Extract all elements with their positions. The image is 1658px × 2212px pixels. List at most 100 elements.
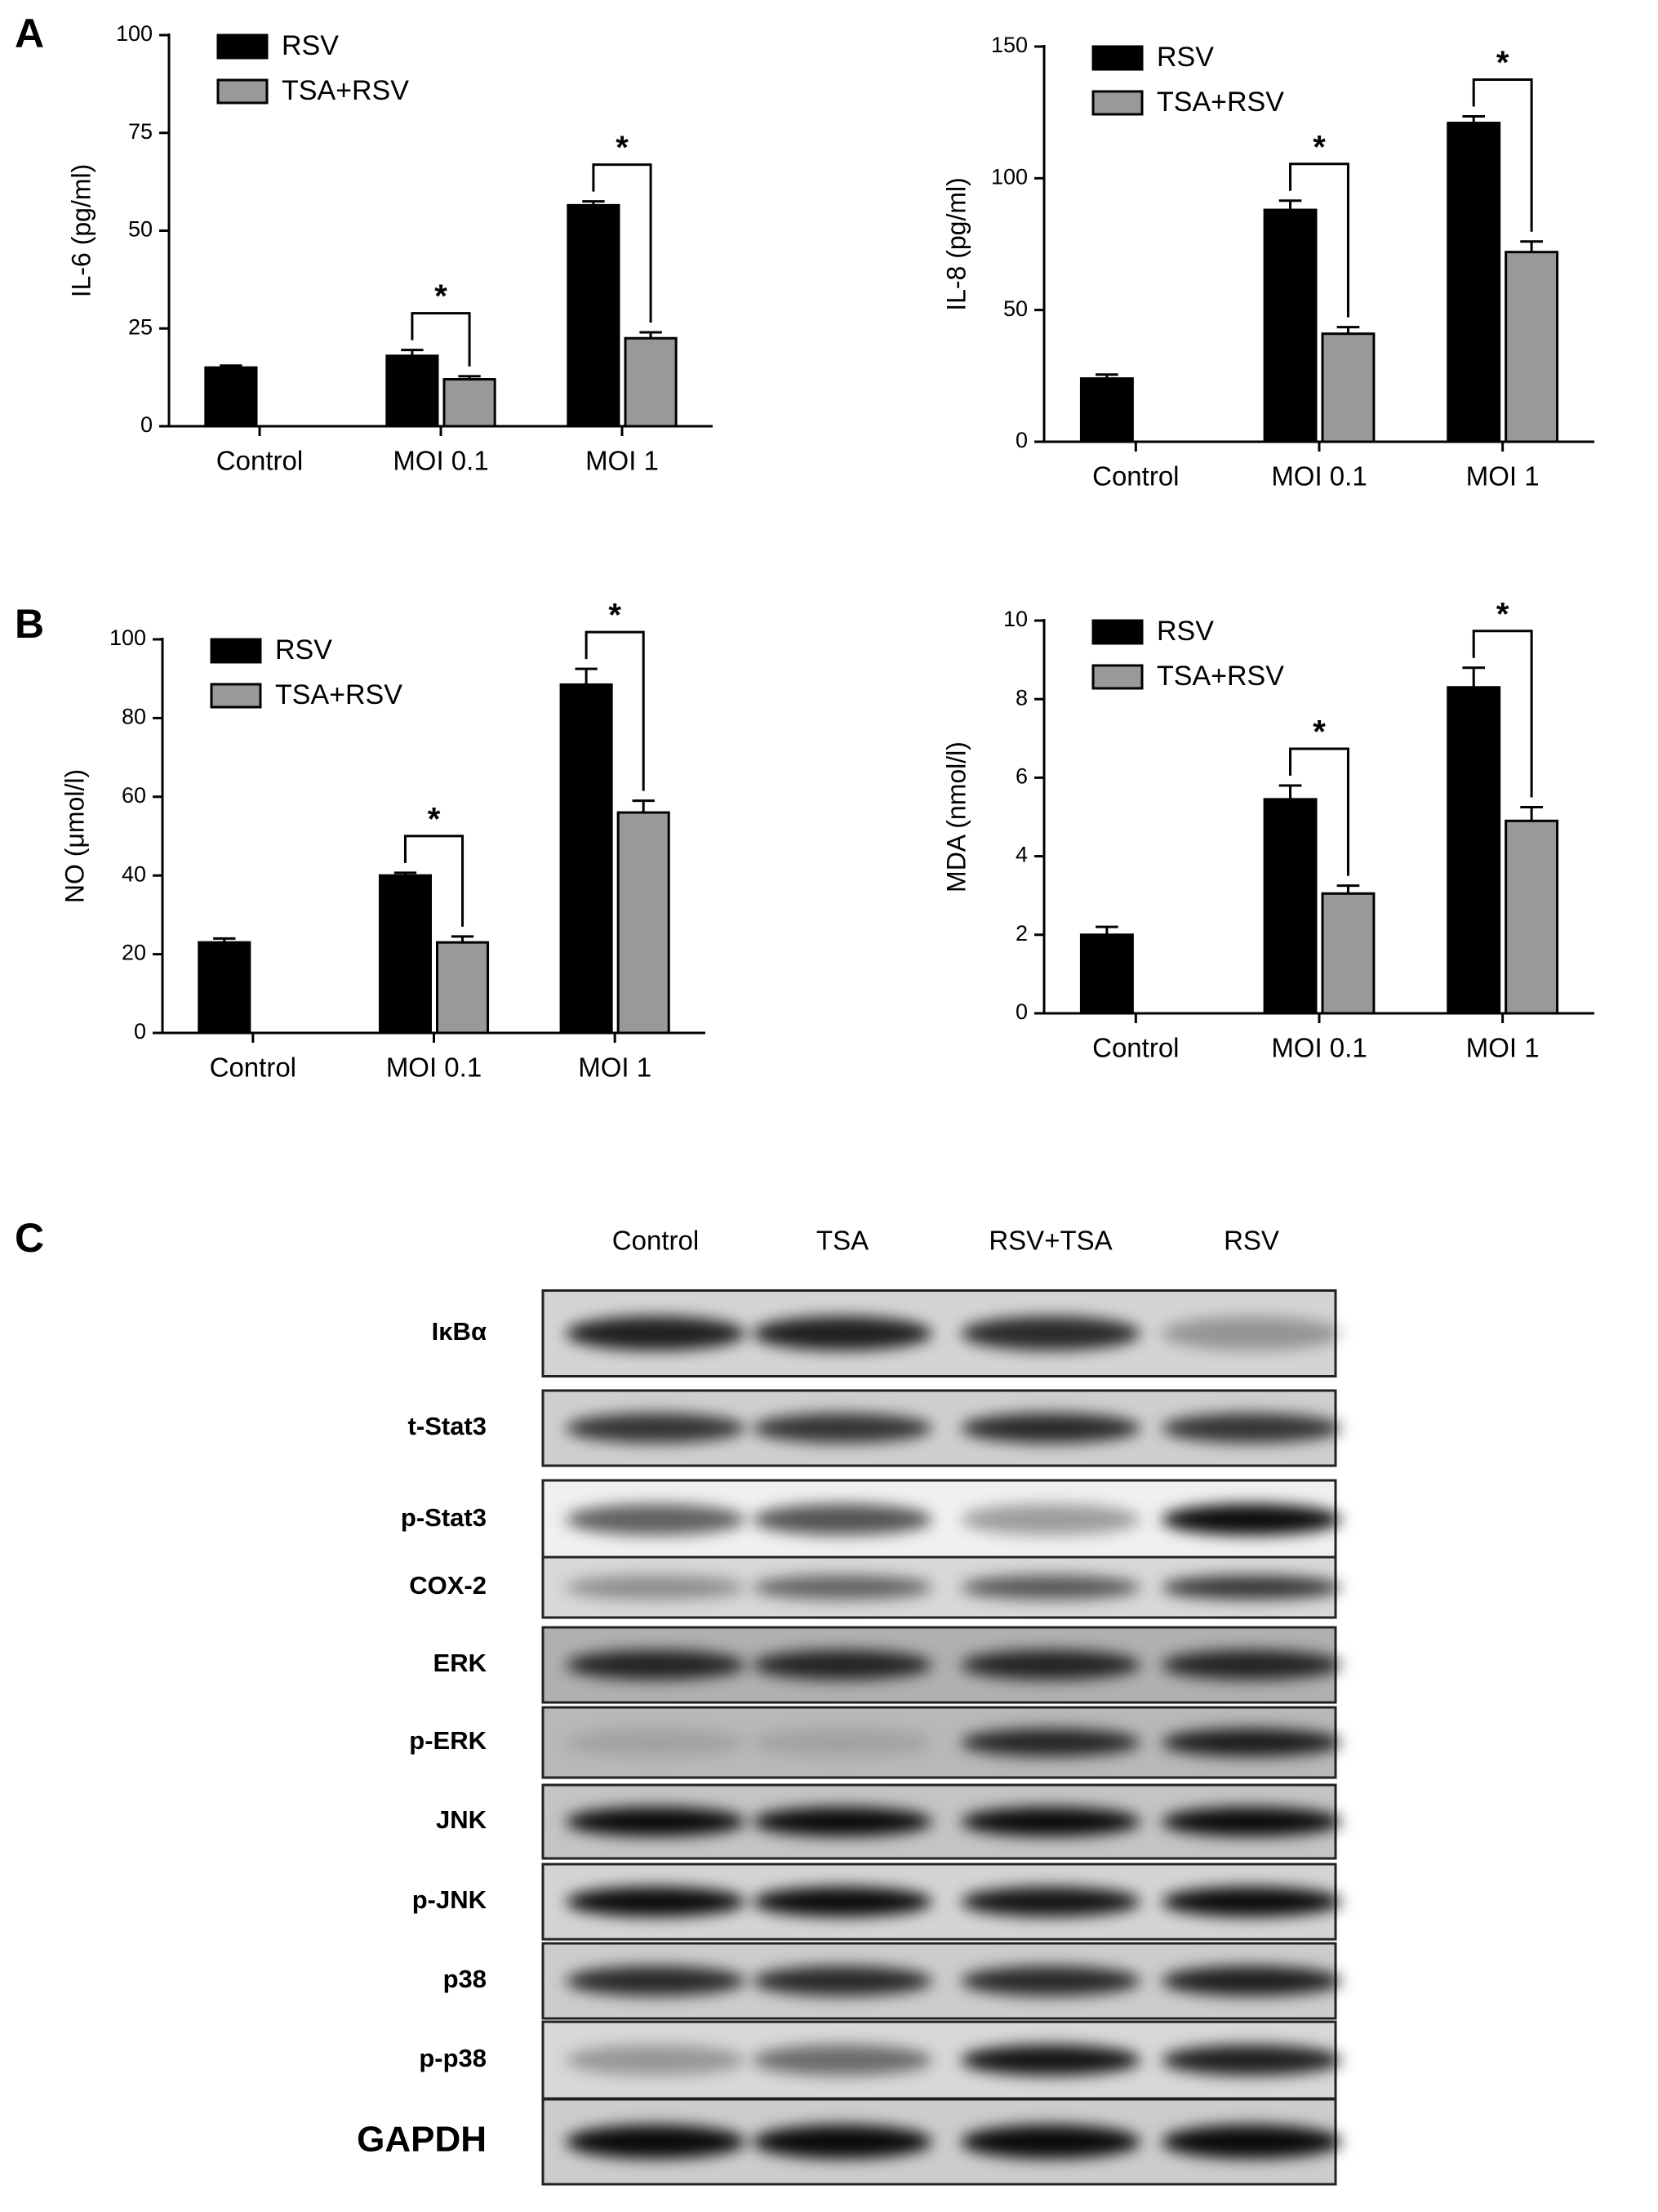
- band: [961, 1728, 1140, 1757]
- blot-bands: [566, 1316, 1341, 1351]
- band: [1162, 1316, 1341, 1351]
- legend-swatch: [1091, 90, 1144, 116]
- blot-bands: [566, 1413, 1341, 1444]
- y-axis-label: IL-8 (pg/ml): [941, 177, 971, 311]
- significance-bracket: [1289, 162, 1349, 318]
- blot-row: [541, 1626, 1341, 1704]
- band: [1162, 1807, 1341, 1836]
- significance-bracket: [585, 630, 645, 791]
- band: [961, 2125, 1140, 2159]
- band: [566, 1965, 745, 1996]
- band: [753, 1728, 932, 1757]
- error-bar: [1336, 884, 1360, 894]
- error-bar: [1096, 925, 1118, 935]
- x-tick-label: MOI 0.1: [1271, 461, 1367, 492]
- band: [1162, 1503, 1341, 1536]
- legend-label: RSV: [1157, 42, 1214, 73]
- blot-bands: [566, 2125, 1341, 2159]
- band: [753, 1649, 932, 1680]
- band: [753, 1965, 932, 1996]
- bar: [1505, 251, 1559, 443]
- blot-bands: [566, 1649, 1341, 1680]
- band: [753, 1316, 932, 1351]
- y-tick-label: 60: [122, 783, 146, 808]
- x-tick-label: MOI 1: [585, 446, 659, 476]
- bar: [1079, 377, 1134, 443]
- band: [1162, 1965, 1341, 1996]
- blot-bands: [566, 1503, 1341, 1536]
- error-bar: [451, 935, 474, 943]
- band: [566, 1886, 745, 1917]
- error-bar: [1096, 373, 1118, 379]
- x-tick-label: Control: [1092, 461, 1179, 492]
- band: [566, 1413, 745, 1444]
- bar: [385, 354, 439, 428]
- blot-bands: [566, 1886, 1341, 1917]
- lane-label: RSV+TSA: [989, 1226, 1112, 1256]
- error-bar: [1278, 199, 1302, 211]
- protein-label: p-p38: [419, 2044, 487, 2072]
- significance-label: *: [1496, 45, 1509, 81]
- band: [961, 1649, 1140, 1680]
- y-tick-label: 75: [128, 119, 153, 144]
- x-tick-label: MOI 0.1: [386, 1053, 482, 1083]
- significance-bracket: [411, 312, 471, 367]
- legend-swatch: [216, 33, 269, 60]
- bar: [1321, 892, 1376, 1015]
- legend-label: TSA+RSV: [1157, 87, 1284, 118]
- band: [1162, 1575, 1341, 1600]
- blot-row: [541, 1289, 1341, 1377]
- blot-row: [541, 1556, 1341, 1619]
- band: [961, 1965, 1140, 1996]
- blot-bands: [566, 1965, 1341, 1996]
- band: [1162, 2045, 1341, 2076]
- protein-label: JNK: [436, 1805, 487, 1834]
- band: [961, 2045, 1140, 2076]
- legend-swatch: [210, 638, 262, 664]
- protein-label: GAPDH: [357, 2120, 487, 2160]
- error-bar: [458, 375, 481, 380]
- protein-label: COX-2: [409, 1571, 487, 1600]
- y-tick-label: 100: [109, 625, 146, 650]
- protein-label: t-Stat3: [408, 1412, 487, 1440]
- y-tick-label: 100: [116, 21, 153, 46]
- error-bar: [1278, 784, 1302, 799]
- band: [566, 1807, 745, 1836]
- lane-label: Control: [612, 1226, 699, 1256]
- band: [1162, 1728, 1341, 1757]
- band: [1162, 1413, 1341, 1444]
- error-bar: [401, 349, 424, 356]
- x-tick-label: Control: [216, 446, 303, 476]
- error-bar: [582, 200, 605, 206]
- band: [566, 1649, 745, 1680]
- error-bar: [632, 799, 655, 813]
- band: [961, 1807, 1140, 1836]
- blot-row: [541, 1706, 1341, 1779]
- legend-label: RSV: [1157, 616, 1214, 647]
- error-bar: [393, 871, 417, 876]
- legend-swatch: [210, 683, 262, 709]
- y-tick-label: 20: [122, 941, 146, 965]
- legend-label: RSV: [282, 30, 339, 61]
- protein-label: p-JNK: [412, 1885, 487, 1914]
- significance-label: *: [608, 598, 621, 634]
- bar: [378, 874, 432, 1035]
- panel-label: B: [15, 601, 44, 647]
- y-tick-label: 0: [134, 1019, 146, 1044]
- error-bar: [639, 331, 662, 339]
- error-bar: [220, 364, 242, 368]
- band: [961, 1413, 1140, 1444]
- band: [753, 2125, 932, 2159]
- protein-label: IκBα: [432, 1317, 487, 1346]
- blot-row: [541, 1863, 1341, 1941]
- error-bar: [1462, 666, 1486, 688]
- y-tick-label: 4: [1016, 843, 1028, 867]
- x-tick-label: Control: [210, 1053, 296, 1083]
- band: [961, 1316, 1140, 1351]
- blot-row: [541, 1942, 1341, 2020]
- significance-bracket: [592, 163, 652, 323]
- band: [566, 1728, 745, 1757]
- y-tick-label: 80: [122, 705, 146, 729]
- legend-label: TSA+RSV: [282, 75, 409, 106]
